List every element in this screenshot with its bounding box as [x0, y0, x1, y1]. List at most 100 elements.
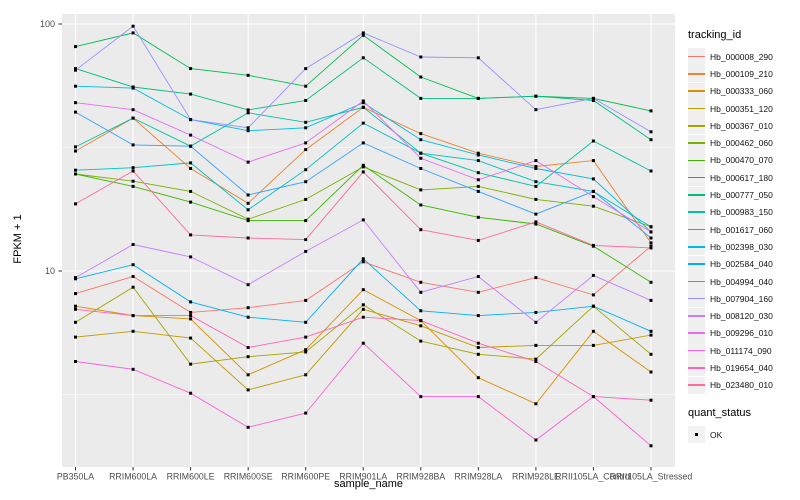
data-point — [131, 24, 135, 28]
data-point — [131, 169, 135, 173]
data-point — [534, 220, 538, 224]
data-point — [476, 314, 480, 318]
data-point — [74, 101, 77, 105]
legend-item-ok: OK — [688, 426, 800, 444]
data-point — [74, 360, 77, 363]
series-color-line-icon — [688, 315, 705, 317]
data-point — [476, 153, 480, 157]
data-point — [591, 159, 595, 163]
data-point — [476, 189, 480, 193]
legend-item-Hb_007904_160: Hb_007904_160 — [688, 290, 800, 308]
legend-item-Hb_001617_060: Hb_001617_060 — [688, 221, 800, 239]
x-tick-label: RRIM928BA — [396, 472, 445, 482]
legend-label: OK — [710, 429, 723, 440]
data-point — [419, 188, 423, 192]
data-point — [534, 94, 538, 98]
data-point — [246, 373, 250, 377]
data-point — [246, 111, 250, 115]
data-point — [534, 180, 538, 184]
data-point — [419, 290, 423, 294]
data-point — [476, 178, 480, 182]
data-point — [476, 346, 480, 349]
data-point — [189, 300, 193, 304]
y-axis-title: FPKM + 1 — [12, 214, 24, 264]
legend-items: Hb_000008_290 Hb_000109_210 Hb_000333_060 H… — [688, 48, 800, 394]
data-point — [419, 309, 423, 313]
legend-key-swatch — [688, 82, 705, 100]
legend-label: Hb_000470_070 — [710, 155, 773, 166]
data-point — [189, 167, 193, 170]
data-point — [649, 109, 653, 113]
legend-key-swatch — [688, 65, 705, 83]
data-point — [419, 395, 423, 399]
legend-item-Hb_000777_050: Hb_000777_050 — [688, 186, 800, 204]
data-point — [74, 292, 77, 296]
series-color-line-icon — [688, 55, 705, 58]
x-tick-label: RRIM600SE — [224, 472, 273, 482]
data-point — [361, 170, 365, 174]
x-tick-label: RRII105LA_Control — [555, 472, 631, 482]
data-point — [74, 335, 77, 339]
data-point — [476, 159, 480, 163]
data-point — [534, 320, 538, 324]
data-point — [534, 184, 538, 188]
data-point — [246, 306, 250, 310]
data-point — [189, 233, 193, 237]
legend-item-Hb_000617_180: Hb_000617_180 — [688, 169, 800, 187]
data-point — [649, 241, 653, 245]
data-point — [649, 280, 653, 284]
data-point — [131, 263, 135, 267]
data-point — [74, 45, 77, 49]
data-point — [534, 357, 538, 361]
data-point — [361, 307, 365, 311]
data-point — [189, 161, 193, 165]
data-point — [591, 395, 595, 399]
data-point — [246, 129, 250, 133]
legend-label: Hb_000109_210 — [710, 68, 773, 79]
data-point — [304, 249, 308, 253]
data-point — [476, 238, 480, 242]
series-color-line-icon — [688, 142, 705, 144]
series-color-line-icon — [688, 349, 705, 352]
series-color-line-icon — [688, 228, 705, 231]
legend-key-swatch — [688, 221, 705, 239]
data-point — [419, 167, 423, 170]
legend-item-Hb_023480_010: Hb_023480_010 — [688, 376, 800, 394]
data-point — [591, 243, 595, 247]
data-point — [131, 243, 135, 246]
legend-item-Hb_008120_030: Hb_008120_030 — [688, 307, 800, 325]
data-point — [419, 75, 423, 79]
legend-key-swatch — [688, 134, 705, 152]
data-point — [304, 148, 308, 152]
data-point — [534, 310, 538, 314]
data-point — [591, 177, 595, 181]
data-point — [476, 215, 480, 219]
legend-label: Hb_000462_060 — [710, 138, 773, 149]
series-color-line-icon — [688, 280, 705, 283]
legend-item-Hb_000008_290: Hb_000008_290 — [688, 48, 800, 66]
data-point — [189, 92, 193, 96]
data-point — [304, 219, 308, 223]
data-point — [304, 126, 308, 130]
data-point — [74, 67, 77, 71]
data-point — [649, 298, 653, 302]
data-point — [189, 118, 193, 122]
data-point — [361, 105, 365, 109]
data-point — [246, 236, 250, 240]
data-point — [246, 355, 250, 359]
legend-title-tracking-id: tracking_id — [688, 29, 742, 41]
data-point — [131, 166, 135, 170]
data-point — [419, 203, 423, 207]
series-color-line-icon — [688, 367, 705, 369]
data-point — [476, 352, 480, 356]
legend-key-swatch — [688, 203, 705, 221]
legend-item-Hb_019654_040: Hb_019654_040 — [688, 359, 800, 377]
legend-key-swatch — [688, 151, 705, 169]
data-point — [649, 329, 653, 333]
legend-item-Hb_002584_040: Hb_002584_040 — [688, 255, 800, 273]
legend-label: Hb_000983_150 — [710, 207, 773, 218]
legend-item-Hb_011174_090: Hb_011174_090 — [688, 342, 800, 360]
data-point — [419, 228, 423, 232]
data-point — [246, 346, 250, 349]
data-point — [476, 184, 480, 188]
